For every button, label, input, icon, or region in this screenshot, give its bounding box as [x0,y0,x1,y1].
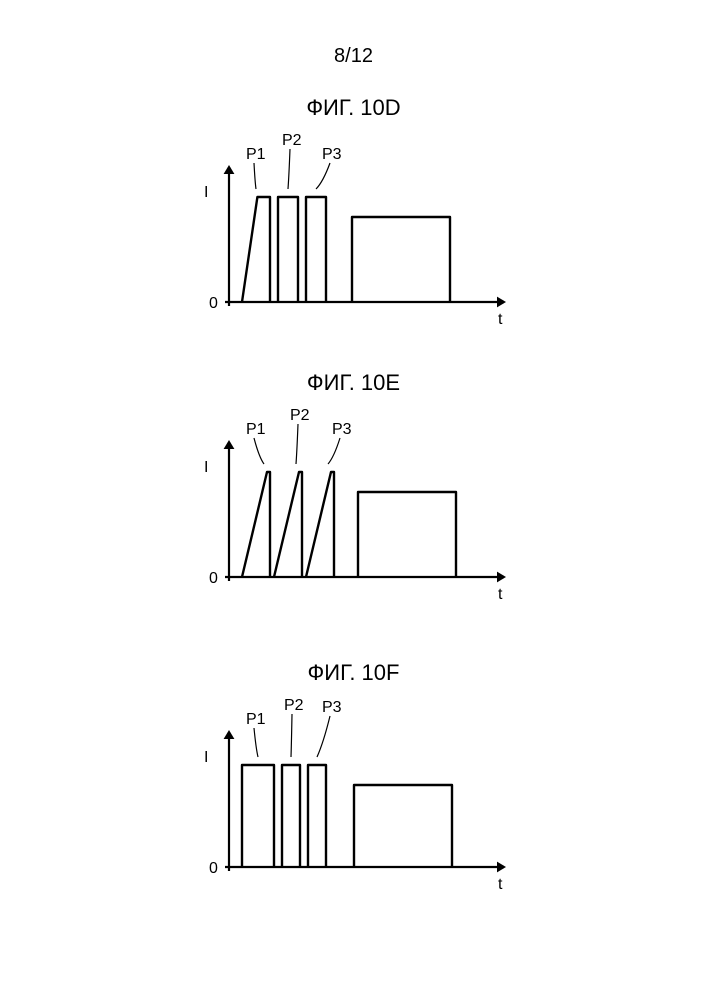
figure-10d: ФИГ. 10D P1 P2 P3 I 0 t [0,95,707,327]
pulse-shape [358,492,456,577]
arrow-right-icon [497,572,506,583]
page: 8/12 ФИГ. 10DP1P2P3I0tФИГ. 10EP1P2P3I0tФ… [0,0,707,1000]
figure-title: ФИГ. 10D [0,95,707,121]
pulse-label: P1 [246,421,266,438]
leader-line [316,163,330,189]
pulse-shape [282,765,300,867]
page-number: 8/12 [0,45,707,68]
y-axis-label: I [204,184,208,201]
pulse-label: P3 [332,421,352,438]
pulse-shape [306,197,326,302]
y-axis-label: I [204,749,208,766]
x-axis-label: t [498,876,503,893]
figure-title: ФИГ. 10F [0,660,707,686]
pulse-shape [242,765,274,867]
leader-line [254,728,258,757]
pulse-shape [274,472,302,577]
leader-line [328,438,340,464]
pulse-shape [354,785,452,867]
figure-10e: ФИГ. 10E P1 P2 P3 I 0 t [0,370,707,602]
leader-line [296,424,298,464]
pulse-shape [278,197,298,302]
x-axis-label: t [498,311,503,328]
pulse-shape [242,197,270,302]
arrow-right-icon [497,862,506,873]
pulse-label: P2 [282,132,302,149]
zero-label: 0 [209,295,218,312]
pulse-label: P2 [290,407,310,424]
chart: P1 P2 P3 I 0 t [174,402,534,602]
figure-10f: ФИГ. 10F P1 P2 P3 I 0 t [0,660,707,892]
leader-line [288,149,290,189]
pulse-shape [352,217,450,302]
arrow-up-icon [223,730,234,739]
pulse-label: P2 [284,697,304,714]
pulse-shape [306,472,334,577]
arrow-right-icon [497,297,506,308]
pulse-shape [242,472,270,577]
pulse-label: P3 [322,699,342,716]
leader-line [254,438,264,464]
arrow-up-icon [223,165,234,174]
figure-title: ФИГ. 10E [0,370,707,396]
pulse-label: P1 [246,711,266,728]
chart: P1 P2 P3 I 0 t [174,127,534,327]
y-axis-label: I [204,459,208,476]
pulse-label: P1 [246,146,266,163]
leader-line [317,716,330,757]
x-axis-label: t [498,586,503,603]
zero-label: 0 [209,570,218,587]
pulse-label: P3 [322,146,342,163]
zero-label: 0 [209,860,218,877]
leader-line [291,714,292,757]
leader-line [254,163,256,189]
pulse-shape [308,765,326,867]
chart: P1 P2 P3 I 0 t [174,692,534,892]
arrow-up-icon [223,440,234,449]
